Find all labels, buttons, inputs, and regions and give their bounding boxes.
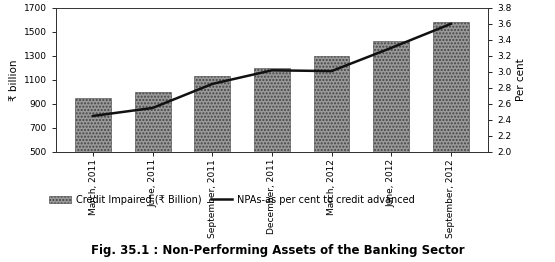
Bar <box>194 76 230 212</box>
Bar <box>75 98 111 212</box>
Y-axis label: Per cent: Per cent <box>516 58 526 101</box>
Y-axis label: ₹ billion: ₹ billion <box>9 59 19 101</box>
Legend: Credit Impaired (₹ Billion), NPAs-as per cent to credit advanced: Credit Impaired (₹ Billion), NPAs-as per… <box>49 195 415 205</box>
Bar <box>374 41 409 212</box>
Bar <box>254 68 290 212</box>
Bar <box>135 92 170 212</box>
Text: Fig. 35.1 : Non-Performing Assets of the Banking Sector: Fig. 35.1 : Non-Performing Assets of the… <box>90 244 465 257</box>
Bar <box>314 56 350 212</box>
Bar <box>433 22 469 212</box>
